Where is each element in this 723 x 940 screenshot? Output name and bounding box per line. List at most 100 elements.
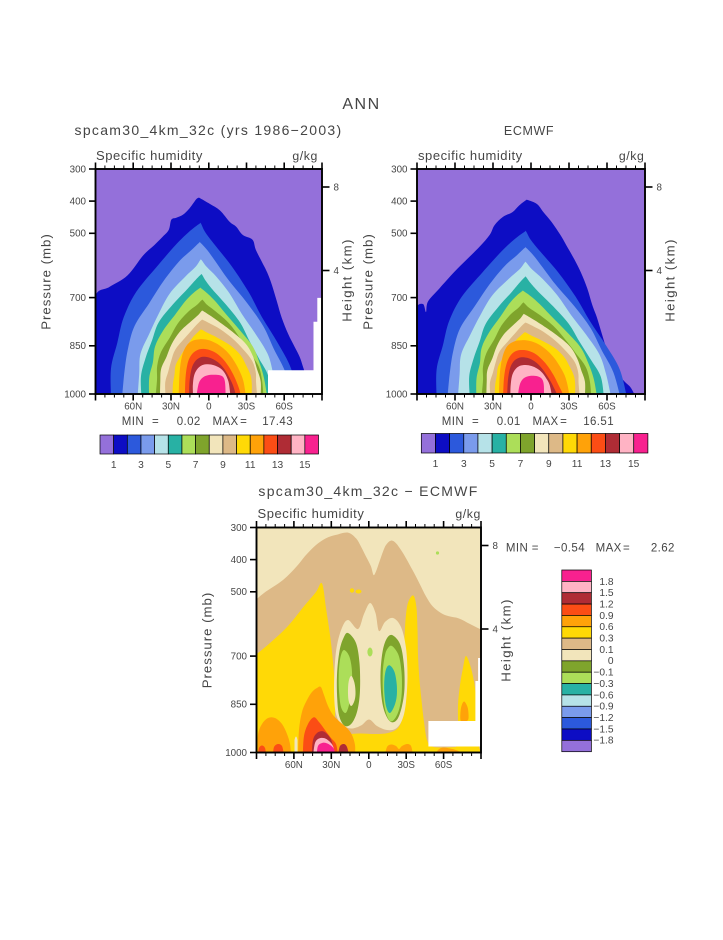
svg-text:500: 500 — [70, 229, 87, 240]
svg-text:11: 11 — [245, 460, 256, 471]
svg-text:Height (km): Height (km) — [663, 238, 678, 322]
svg-text:17.43: 17.43 — [262, 416, 293, 428]
svg-text:2.62: 2.62 — [651, 543, 675, 555]
svg-text:9: 9 — [546, 459, 552, 470]
svg-text:8: 8 — [657, 182, 663, 193]
svg-text:Specific humidity: Specific humidity — [96, 148, 203, 163]
svg-text:4: 4 — [493, 624, 499, 635]
svg-text:0.1: 0.1 — [599, 645, 613, 656]
svg-text:500: 500 — [231, 587, 248, 598]
svg-text:0.3: 0.3 — [599, 634, 613, 645]
svg-text:9: 9 — [220, 460, 226, 471]
svg-text:=: = — [532, 543, 539, 555]
svg-text:700: 700 — [391, 293, 408, 304]
svg-text:−0.6: −0.6 — [593, 690, 613, 701]
svg-text:60S: 60S — [598, 402, 616, 413]
svg-text:700: 700 — [231, 652, 248, 663]
svg-text:0.9: 0.9 — [599, 611, 613, 622]
svg-text:1000: 1000 — [386, 389, 408, 400]
svg-text:ECMWF: ECMWF — [504, 124, 554, 138]
svg-text:=: = — [623, 543, 630, 555]
svg-text:5: 5 — [165, 460, 171, 471]
svg-text:60N: 60N — [124, 402, 142, 413]
svg-text:1: 1 — [433, 459, 439, 470]
svg-text:MAX: MAX — [596, 543, 622, 555]
svg-text:15: 15 — [628, 459, 640, 470]
svg-text:−0.3: −0.3 — [593, 679, 613, 690]
svg-text:300: 300 — [391, 164, 408, 175]
svg-text:11: 11 — [572, 459, 583, 470]
svg-text:60N: 60N — [285, 760, 303, 771]
svg-text:8: 8 — [493, 541, 499, 552]
svg-text:700: 700 — [70, 293, 87, 304]
svg-text:spcam30_4km_32c − ECMWF: spcam30_4km_32c − ECMWF — [258, 483, 478, 499]
svg-text:MIN: MIN — [122, 416, 144, 428]
svg-text:300: 300 — [70, 164, 87, 175]
svg-text:=: = — [560, 416, 567, 428]
svg-text:30N: 30N — [484, 402, 502, 413]
svg-text:16.51: 16.51 — [583, 416, 614, 428]
svg-text:0.02: 0.02 — [177, 416, 201, 428]
svg-text:Pressure (mb): Pressure (mb) — [39, 233, 54, 330]
svg-text:850: 850 — [231, 700, 248, 711]
svg-text:60S: 60S — [435, 760, 453, 771]
svg-text:60S: 60S — [275, 402, 293, 413]
svg-text:30S: 30S — [238, 402, 256, 413]
svg-text:−1.5: −1.5 — [593, 724, 613, 735]
svg-text:850: 850 — [391, 341, 408, 352]
svg-text:0: 0 — [206, 402, 212, 413]
svg-text:g/kg: g/kg — [292, 149, 318, 163]
svg-text:60N: 60N — [446, 402, 464, 413]
svg-text:−0.9: −0.9 — [593, 702, 613, 713]
svg-text:8: 8 — [334, 182, 340, 193]
svg-text:4: 4 — [657, 266, 663, 277]
svg-text:7: 7 — [518, 459, 524, 470]
svg-text:13: 13 — [600, 459, 612, 470]
svg-text:Pressure (mb): Pressure (mb) — [200, 592, 215, 689]
svg-text:Height (km): Height (km) — [340, 238, 355, 322]
svg-text:1.8: 1.8 — [599, 577, 613, 588]
svg-text:1000: 1000 — [64, 389, 86, 400]
svg-text:30N: 30N — [162, 402, 180, 413]
svg-text:30N: 30N — [322, 760, 340, 771]
svg-text:30S: 30S — [560, 402, 578, 413]
svg-text:=: = — [472, 416, 479, 428]
svg-text:1.2: 1.2 — [599, 600, 613, 611]
svg-text:0: 0 — [366, 760, 372, 771]
svg-text:400: 400 — [391, 197, 408, 208]
svg-text:−1.2: −1.2 — [593, 713, 613, 724]
svg-text:−0.1: −0.1 — [593, 668, 613, 679]
svg-text:3: 3 — [461, 459, 467, 470]
svg-text:15: 15 — [299, 460, 311, 471]
svg-text:Pressure (mb): Pressure (mb) — [360, 233, 375, 330]
svg-text:1: 1 — [111, 460, 117, 471]
svg-text:=: = — [240, 416, 247, 428]
svg-text:Height (km): Height (km) — [499, 598, 514, 682]
svg-text:300: 300 — [231, 523, 248, 534]
svg-text:400: 400 — [70, 197, 87, 208]
svg-text:850: 850 — [70, 341, 87, 352]
svg-text:4: 4 — [334, 266, 340, 277]
svg-text:0: 0 — [528, 402, 534, 413]
svg-text:0: 0 — [608, 656, 614, 667]
svg-text:−1.8: −1.8 — [593, 736, 613, 747]
svg-text:3: 3 — [138, 460, 144, 471]
svg-text:−0.54: −0.54 — [554, 543, 585, 555]
svg-text:0.6: 0.6 — [599, 622, 613, 633]
svg-text:1.5: 1.5 — [599, 588, 613, 599]
svg-text:1000: 1000 — [225, 748, 247, 759]
svg-text:g/kg: g/kg — [455, 507, 481, 521]
svg-text:7: 7 — [193, 460, 199, 471]
svg-text:0.01: 0.01 — [497, 416, 521, 428]
svg-text:500: 500 — [391, 229, 408, 240]
svg-text:specific humidity: specific humidity — [418, 148, 523, 163]
svg-text:MAX: MAX — [213, 416, 239, 428]
svg-text:MIN: MIN — [442, 416, 464, 428]
svg-text:Specific humidity: Specific humidity — [258, 506, 365, 521]
svg-text:5: 5 — [489, 459, 495, 470]
svg-text:g/kg: g/kg — [619, 149, 645, 163]
svg-text:MAX: MAX — [533, 416, 559, 428]
svg-text:13: 13 — [272, 460, 284, 471]
svg-text:400: 400 — [231, 555, 248, 566]
svg-text:30S: 30S — [397, 760, 415, 771]
